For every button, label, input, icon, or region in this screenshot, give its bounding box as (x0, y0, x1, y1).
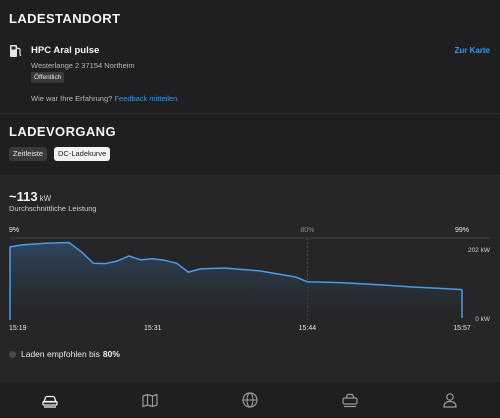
bottom-navigation (0, 381, 500, 418)
average-power-value: ~113 kW (9, 189, 51, 204)
fuel-station-icon (10, 45, 22, 57)
charge-recommendation: Laden empfohlen bis 80% (9, 349, 120, 359)
service-icon[interactable] (341, 391, 359, 409)
y-tick-label: 202 kW (468, 247, 491, 254)
x-tick-label: 15:31 (144, 325, 162, 332)
access-badge: Öffentlich (31, 72, 65, 83)
average-power-unit: kW (39, 194, 52, 203)
station-address: Westerlange 2 37154 Northeim (31, 61, 135, 70)
soc-marker-label: 9% (9, 227, 19, 234)
info-dot-icon (9, 350, 16, 358)
section-title-location: LADESTANDORT (9, 11, 121, 26)
x-tick-label: 15:44 (299, 325, 317, 332)
feedback-prompt: Wie war Ihre Erfahrung? (31, 94, 113, 103)
recommendation-text: Laden empfohlen bis (21, 349, 100, 359)
soc-marker-label: 99% (455, 227, 469, 234)
feedback-link[interactable]: Feedback mitteilen (114, 94, 178, 103)
tab-dc-curve[interactable]: DC-Ladekurve (54, 147, 111, 161)
map-icon[interactable] (141, 391, 159, 409)
profile-icon[interactable] (441, 391, 459, 409)
power-series-line (9, 241, 463, 320)
feedback-row: Wie war Ihre Erfahrung? Feedback mitteil… (31, 94, 177, 103)
divider (0, 113, 500, 114)
average-power-number: ~113 (9, 189, 38, 204)
map-link[interactable]: Zur Karte (454, 46, 490, 55)
x-tick-label: 15:57 (453, 325, 471, 332)
y-tick-label: 0 kW (475, 316, 491, 323)
station-name: HPC Aral pulse (31, 45, 100, 56)
soc-marker-label: 80% (300, 227, 314, 234)
tab-timeline[interactable]: Zeitleiste (9, 147, 48, 161)
average-power-label: Durchschnittliche Leistung (9, 204, 97, 213)
car-icon[interactable] (41, 391, 59, 409)
dc-charging-curve: 9% 80% 99% 202 kW 0 kW 15:19 15:31 15:44 15:57 (9, 227, 491, 332)
globe-icon[interactable] (241, 391, 259, 409)
recommendation-value: 80% (102, 349, 120, 359)
section-title-session: LADEVORGANG (9, 124, 116, 139)
power-area (10, 242, 462, 320)
x-tick-label: 15:19 (9, 325, 27, 332)
